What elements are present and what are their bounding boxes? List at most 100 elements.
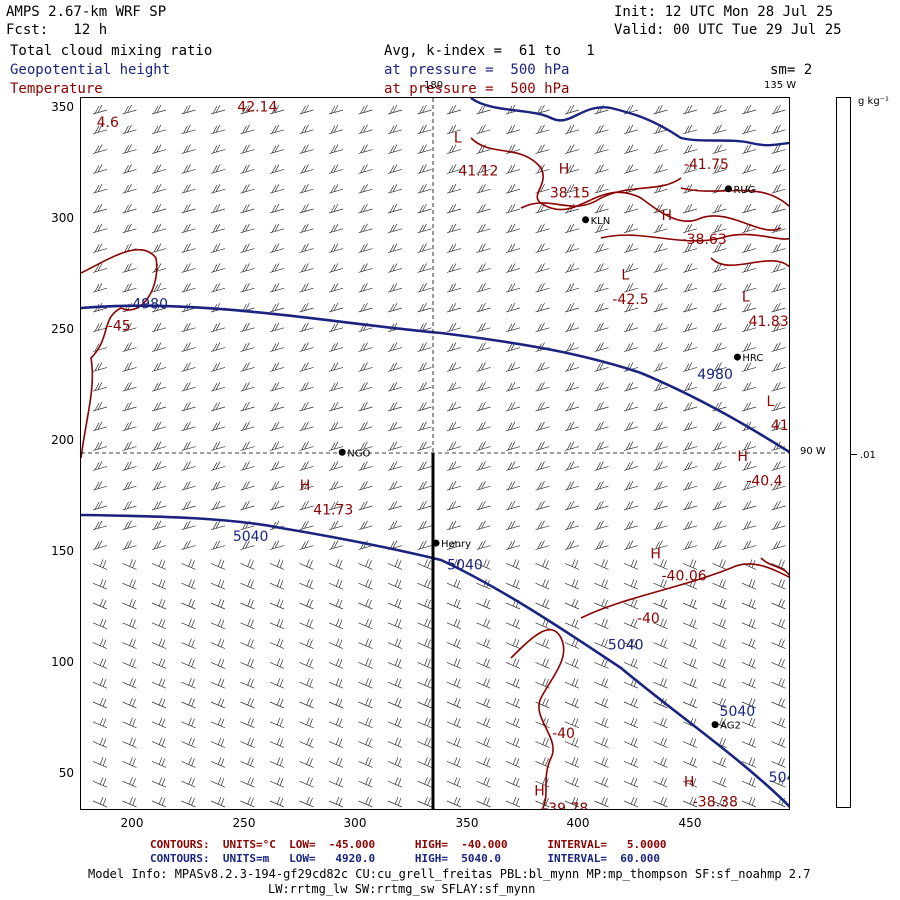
wind-barb: [535, 421, 550, 432]
y-tick-300: 300: [51, 211, 74, 225]
wind-barb: [712, 757, 727, 768]
wind-barb: [151, 184, 167, 194]
wind-barb: [151, 144, 167, 154]
wind-barb: [446, 678, 462, 689]
wind-barb: [505, 520, 521, 531]
wind-barb: [712, 302, 727, 313]
wind-barb: [240, 124, 255, 135]
x-tick-350: 350: [455, 816, 479, 830]
wind-barb: [623, 559, 639, 570]
station-label: AG2: [720, 721, 741, 732]
wind-barb: [653, 777, 668, 788]
wind-barb: [505, 164, 521, 174]
wind-barb: [92, 441, 108, 451]
wind-barb: [417, 796, 432, 808]
wind-barb: [535, 461, 550, 471]
wind-barb: [771, 342, 786, 352]
wind-barb: [446, 500, 462, 511]
wind-barb: [564, 777, 580, 788]
wind-barb: [623, 322, 639, 333]
wind-barb: [387, 302, 403, 313]
wind-barb: [741, 757, 757, 768]
wind-barb: [712, 441, 727, 451]
wind-barb: [151, 638, 167, 649]
wind-barb: [623, 382, 639, 392]
wind-barb: [682, 382, 698, 392]
wind-barb: [269, 243, 285, 253]
wind-barb: [682, 421, 698, 432]
wind-barb: [741, 481, 757, 491]
wind-barb: [358, 461, 373, 471]
wind-barb: [712, 598, 727, 610]
wind-barb: [181, 777, 196, 788]
wind-barb: [299, 362, 314, 372]
temp-contour-west: [81, 248, 158, 459]
wind-barb: [299, 500, 314, 511]
temperature-label: H: [559, 161, 570, 177]
wind-barb: [682, 618, 698, 630]
wind-barb: [417, 421, 432, 432]
temperature-label: H: [300, 478, 311, 494]
wind-barb: [181, 559, 196, 570]
wind-barb: [181, 737, 196, 748]
wind-barb: [446, 441, 462, 451]
wind-barb: [122, 579, 137, 590]
wind-barb: [181, 598, 196, 610]
wind-barb: [535, 481, 550, 491]
wind-barb: [181, 144, 196, 154]
temperature-label: H: [737, 449, 748, 465]
wind-barb: [682, 144, 698, 154]
wind-barb: [741, 777, 757, 788]
wind-barb: [328, 243, 344, 253]
wind-barb: [299, 638, 314, 649]
wind-barb: [564, 697, 580, 709]
temperature-label: H: [534, 784, 545, 800]
wind-barb: [210, 579, 226, 590]
temperature-label: 38.15: [550, 186, 590, 202]
wind-barb: [417, 342, 432, 352]
wind-barb: [623, 263, 639, 273]
wind-barb: [623, 164, 639, 174]
wind-barb: [299, 302, 314, 313]
wind-barb: [151, 322, 167, 333]
wind-barb: [122, 500, 137, 511]
wind-barb: [210, 717, 226, 729]
wind-barb: [387, 401, 403, 412]
wind-barb: [446, 618, 462, 630]
wind-barb: [210, 658, 226, 669]
wind-barb: [181, 461, 196, 471]
wind-barb: [417, 697, 432, 709]
wind-barb: [771, 540, 786, 550]
wind-barb: [122, 164, 137, 174]
wind-barb: [92, 283, 108, 293]
wind-barb: [594, 184, 609, 194]
wind-barb: [446, 461, 462, 471]
wind-barb: [181, 697, 196, 709]
wind-barb: [594, 362, 609, 372]
wind-barb: [92, 184, 108, 194]
wind-barb: [328, 598, 344, 610]
wind-barb: [505, 362, 521, 372]
wind-barb: [299, 144, 314, 154]
wind-barb: [151, 382, 167, 392]
wind-barb: [269, 342, 285, 352]
wind-barb: [741, 362, 757, 372]
wind-barb: [240, 283, 255, 293]
wind-barb: [771, 382, 786, 392]
wind-barb: [594, 401, 609, 412]
wind-barb: [535, 203, 550, 214]
wind-barb: [741, 697, 757, 709]
wind-barb: [771, 697, 786, 709]
wind-barb: [594, 322, 609, 333]
wind-barb: [653, 796, 668, 808]
wind-barb: [623, 598, 639, 610]
wind-barb: [741, 203, 757, 214]
wind-barb: [210, 421, 226, 432]
wind-barb: [240, 223, 255, 234]
wind-barb: [92, 203, 108, 214]
wind-barb: [741, 382, 757, 392]
wind-barb: [358, 164, 373, 174]
wind-barb: [682, 461, 698, 471]
wind-barb: [712, 777, 727, 788]
wind-barb: [387, 203, 403, 214]
